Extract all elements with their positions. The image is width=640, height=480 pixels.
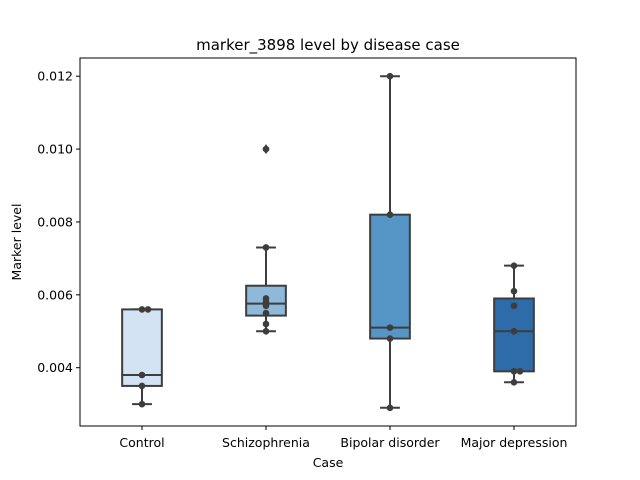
data-point	[262, 327, 270, 335]
x-tick-label: Major depression	[461, 435, 568, 450]
x-tick-label: Bipolar disorder	[340, 435, 440, 450]
box-group	[493, 262, 535, 386]
y-tick-label: 0.006	[37, 287, 73, 302]
data-point	[510, 287, 518, 295]
x-tick-label: Schizophrenia	[222, 435, 310, 450]
box-body	[369, 213, 411, 340]
data-point	[510, 262, 518, 269]
data-point	[386, 404, 394, 412]
x-tick-label: Control	[119, 435, 164, 450]
data-point	[510, 378, 518, 386]
data-point	[262, 302, 270, 310]
box-group	[245, 144, 287, 335]
box-body	[493, 297, 535, 373]
y-tick-label: 0.008	[37, 214, 73, 229]
data-point	[386, 211, 394, 218]
data-point	[262, 309, 270, 317]
data-point	[138, 382, 146, 390]
data-point	[510, 368, 518, 375]
data-point	[138, 306, 146, 313]
y-axis: 0.004 0.006 0.008 0.010 0.012	[37, 69, 80, 375]
x-axis: Control Schizophrenia Bipolar disorder Majo…	[119, 426, 567, 450]
data-point	[138, 371, 146, 379]
plot-area	[121, 72, 535, 412]
data-point	[386, 72, 394, 80]
data-point	[144, 306, 152, 313]
data-point	[262, 244, 270, 251]
data-point	[386, 324, 394, 331]
box-group	[121, 306, 163, 408]
y-axis-title: Marker level	[9, 204, 24, 281]
data-point	[138, 400, 146, 408]
plot-frame	[79, 57, 577, 427]
data-point	[386, 335, 394, 342]
data-point	[262, 145, 270, 153]
chart-title: marker_3898 level by disease case	[196, 36, 460, 55]
data-point	[510, 327, 518, 335]
data-point	[262, 320, 270, 328]
y-tick-label: 0.012	[37, 69, 73, 84]
x-axis-title: Case	[313, 455, 344, 470]
y-tick-label: 0.010	[37, 142, 73, 157]
data-point	[510, 302, 518, 310]
box-group	[369, 72, 411, 412]
data-point	[516, 368, 524, 375]
y-tick-label: 0.004	[37, 360, 73, 375]
